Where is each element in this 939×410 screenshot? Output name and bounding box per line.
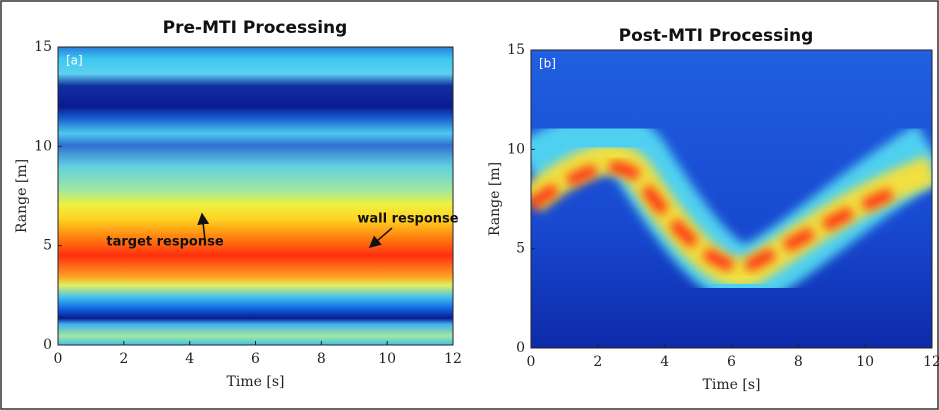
y-tick-label: 10 [507,141,525,157]
annotation: target response [106,235,223,250]
x-tick-label: 8 [317,351,326,367]
x-tick-label: 2 [593,354,602,370]
y-axis-label: Range [m] [487,162,503,236]
x-tick-label: 10 [378,351,396,367]
x-tick-label: 10 [856,354,874,370]
y-tick-label: 15 [34,39,52,55]
heatmap-a [58,47,453,345]
x-axis-label: Time [s] [703,377,761,393]
x-tick-label: 0 [527,354,536,370]
y-tick-label: 10 [34,138,52,154]
chart-title: Post-MTI Processing [619,26,814,46]
x-tick-label: 4 [185,351,194,367]
x-tick-label: 2 [119,351,128,367]
y-tick-label: 15 [507,42,525,58]
y-axis-label: Range [m] [14,159,30,233]
y-tick-label: 0 [43,337,52,353]
panel-label: [b] [539,57,556,71]
chart-title: Pre-MTI Processing [163,18,348,38]
x-tick-label: 12 [444,351,462,367]
y-tick-label: 0 [516,340,525,356]
y-tick-label: 5 [43,238,52,254]
x-tick-label: 0 [54,351,63,367]
arrow [368,227,393,248]
x-tick-label: 8 [794,354,803,370]
x-tick-label: 6 [251,351,260,367]
x-axis-label: Time [s] [227,374,285,390]
x-tick-label: 12 [923,354,939,370]
annotation: wall response [357,212,458,227]
x-tick-label: 4 [660,354,669,370]
arrow [197,212,210,241]
x-tick-label: 6 [727,354,736,370]
heatmap-b [531,50,932,348]
y-tick-label: 5 [516,241,525,257]
panel-label: [a] [66,54,83,68]
